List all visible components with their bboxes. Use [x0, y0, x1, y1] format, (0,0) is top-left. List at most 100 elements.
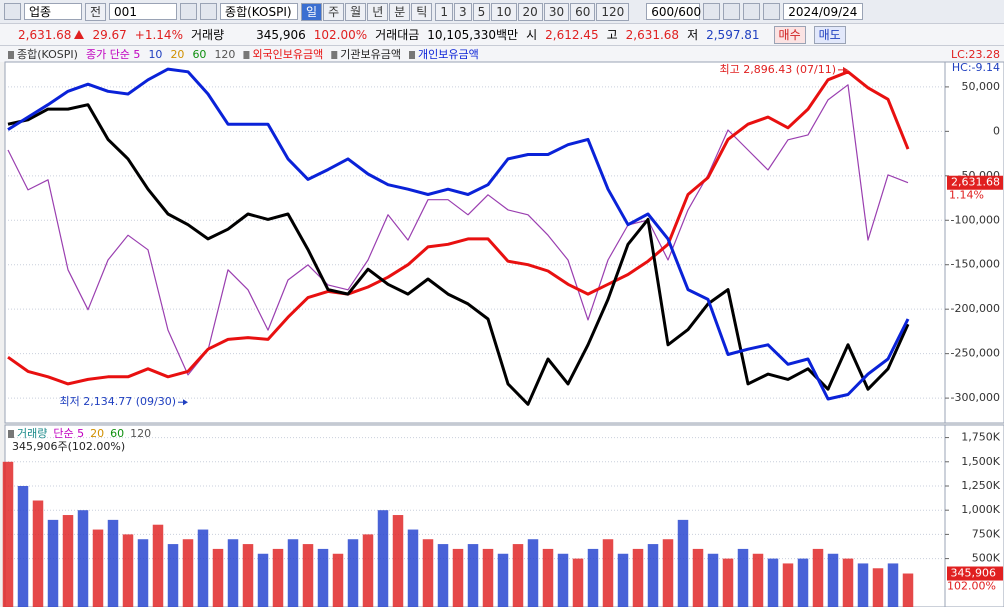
series-line [7, 84, 909, 376]
legend-entry: 개인보유금액 [418, 48, 479, 61]
volume-bar [452, 548, 464, 607]
volume-info: 345,906주(102.00%) [12, 440, 125, 453]
price-pct: 1.14% [949, 189, 984, 202]
series-line [7, 70, 910, 386]
volume-bar [902, 573, 914, 607]
y-tick-label: -300,000 [951, 391, 1000, 404]
legend-entry: 120 [214, 48, 235, 61]
price-value: 2,631.68 [18, 27, 72, 42]
legend-entry: 20 [170, 48, 184, 61]
market-select[interactable]: 업종 [24, 3, 82, 20]
volume-bar [842, 558, 854, 607]
volume-bar [257, 553, 269, 607]
legend-swatch [243, 51, 250, 59]
count-field[interactable]: 600/600 [646, 3, 701, 20]
y-tick-label: 1,500K [961, 455, 1000, 468]
volume-bar [347, 539, 359, 607]
y-tick-label: 1,250K [961, 479, 1000, 492]
y-tick-label: -100,000 [951, 213, 1000, 226]
volume-bar [272, 548, 284, 607]
change-pct: +1.14% [134, 27, 183, 42]
save-button[interactable] [743, 3, 761, 20]
y-tick-label: 1,000K [961, 503, 1000, 516]
toolbar-button[interactable]: 30 [543, 2, 570, 21]
search-button[interactable] [180, 3, 198, 20]
toolbar-button[interactable]: 분 [389, 2, 411, 21]
sell-button[interactable]: 매도 [813, 25, 846, 44]
toolbar-button[interactable]: 20 [517, 2, 543, 21]
volume-bar [122, 534, 134, 607]
volume-bar [92, 529, 104, 607]
volume-bar [167, 544, 179, 607]
interval-buttons: 1 3 5 10 20 30 60 120 [435, 2, 630, 21]
volume-bar [437, 544, 449, 607]
toolbar-button[interactable]: 주 [323, 2, 345, 21]
legend-bar [0, 46, 1004, 62]
toolbar-button[interactable]: 틱 [411, 2, 433, 21]
label: 저 [687, 28, 699, 42]
volume-bar [782, 563, 794, 607]
volume-bar [767, 558, 779, 607]
volume-bar [227, 539, 239, 607]
legend-entry: 60 [192, 48, 206, 61]
volume-bar [152, 524, 164, 607]
all-button[interactable]: 전 [85, 2, 107, 21]
volume-box [947, 566, 1003, 581]
settings-button[interactable] [763, 3, 781, 20]
volume-bar [137, 539, 149, 607]
toolbar-button[interactable]: 일 [301, 2, 323, 21]
code-input[interactable]: 001 [109, 3, 178, 20]
toolbar-button[interactable]: 3 [453, 2, 472, 21]
volume-bar [287, 539, 299, 607]
up-arrow [74, 29, 85, 39]
toolbar-button[interactable]: 년 [367, 2, 389, 21]
volume-bar [182, 539, 194, 607]
volume-bar [377, 510, 389, 607]
legend-entry: 단순 5 [53, 427, 84, 440]
label: 고 [606, 28, 618, 42]
volume-bar [332, 553, 344, 607]
legend-entry: 기관보유금액 [340, 48, 401, 61]
price-label: 2,631.68 [951, 176, 1000, 189]
volume-bar [872, 568, 884, 607]
toolbar-button[interactable]: 10 [491, 2, 517, 21]
price-box [947, 175, 1003, 190]
volume-bar [527, 539, 539, 607]
name-field: 종합(KOSPI) [220, 3, 299, 20]
volume-pct: 102.00% [947, 580, 996, 593]
toolbar-button[interactable]: 월 [345, 2, 367, 21]
icon[interactable] [4, 3, 21, 20]
volume-bar [407, 529, 419, 607]
sound-button[interactable] [200, 3, 218, 20]
legend-swatch [8, 51, 14, 59]
tool-button[interactable] [703, 3, 721, 20]
y-tick-label: 750K [972, 527, 1001, 540]
toolbar-button[interactable]: 5 [472, 2, 491, 21]
date-field[interactable]: 2024/09/24 [783, 3, 864, 20]
legend-entry: 60 [110, 427, 124, 440]
y-tick-label: 0 [993, 124, 1000, 137]
volume-bar [32, 500, 44, 607]
toolbar-button[interactable]: 120 [596, 2, 630, 21]
volume-bar [242, 544, 254, 607]
label: 거래대금 [375, 28, 420, 42]
toolbar-button[interactable]: 1 [435, 2, 453, 21]
volume-bar [392, 515, 404, 607]
volume-bar [827, 553, 839, 607]
buy-button[interactable]: 매수 [773, 25, 806, 44]
volume-bar [602, 539, 614, 607]
y-tick-label: 1,750K [961, 431, 1000, 444]
volume: 345,906 [256, 27, 306, 42]
volume-bar [62, 515, 74, 607]
volume-bar [197, 529, 209, 607]
y-tick-label: -250,000 [951, 347, 1000, 360]
toolbar-button[interactable]: 60 [570, 2, 596, 21]
change: 29.67 [92, 27, 127, 42]
volume-bar [752, 553, 764, 607]
label: 거래량 [190, 28, 225, 42]
volume-label: 345,906 [951, 567, 997, 580]
y-tick-label: 50,000 [962, 80, 1001, 93]
tool-button[interactable] [723, 3, 741, 20]
